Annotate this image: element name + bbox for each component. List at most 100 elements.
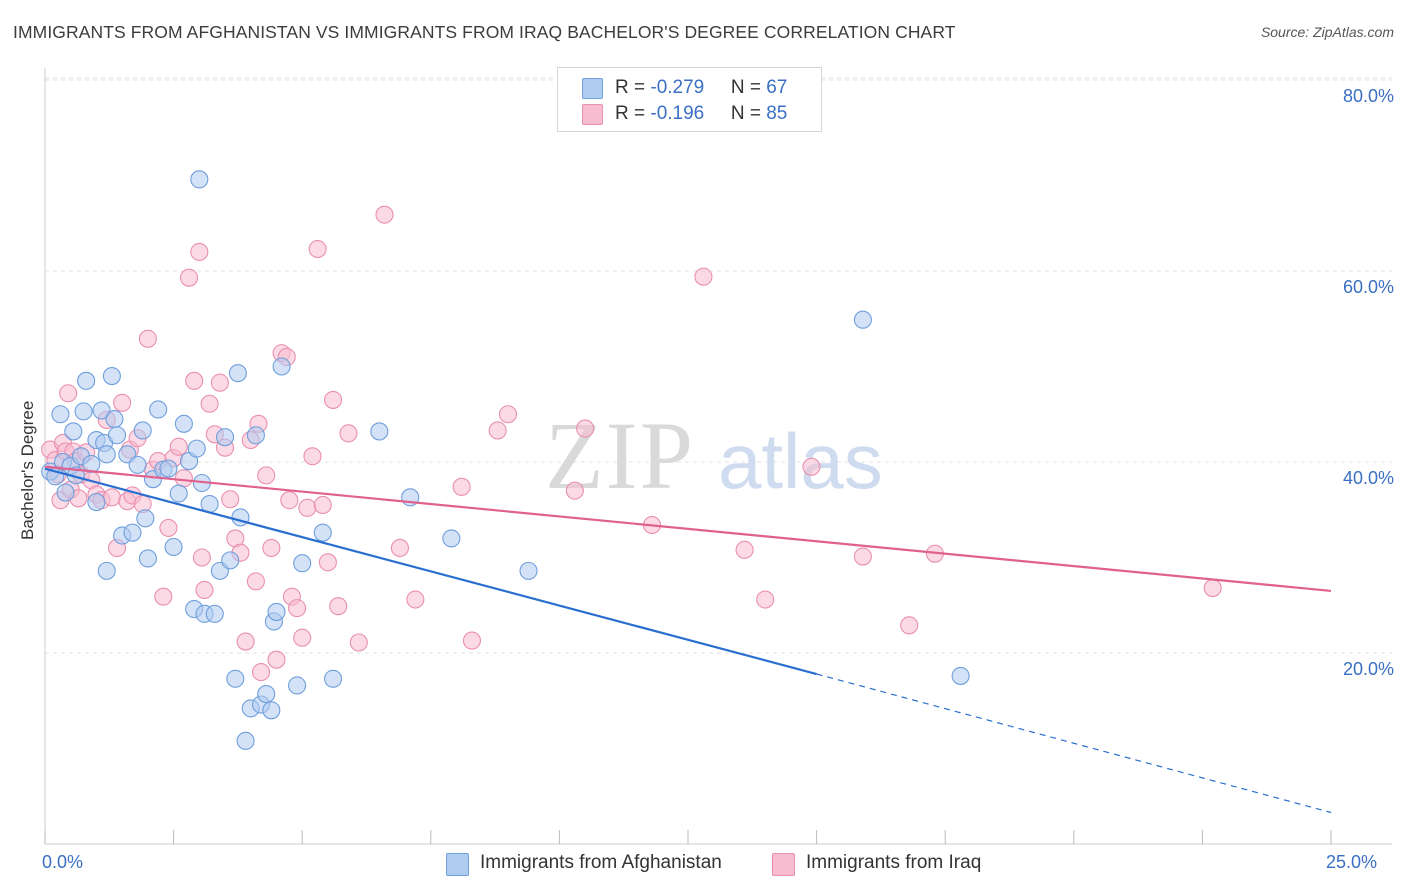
data-point-iraq xyxy=(280,491,299,510)
data-point-iraq xyxy=(293,628,312,647)
data-point-iraq xyxy=(267,650,286,669)
data-point-iraq xyxy=(159,518,178,537)
legend-text-iraq: R = -0.196 N = 85 xyxy=(615,103,787,125)
legend-r-label: R = xyxy=(615,77,651,98)
data-point-afghanistan xyxy=(370,422,389,441)
data-point-iraq xyxy=(853,547,872,566)
y-axis-title-wrap: Bachelor's Degree xyxy=(18,401,37,541)
data-point-iraq xyxy=(246,572,265,591)
data-point-afghanistan xyxy=(262,701,281,720)
data-point-afghanistan xyxy=(246,426,265,445)
data-point-iraq xyxy=(262,538,281,558)
data-point-afghanistan xyxy=(228,364,247,383)
data-point-iraq xyxy=(298,498,317,517)
data-point-afghanistan xyxy=(128,455,147,474)
data-point-afghanistan xyxy=(442,529,461,548)
data-point-afghanistan xyxy=(951,666,970,685)
data-point-iraq xyxy=(190,242,209,261)
data-point-afghanistan xyxy=(215,428,235,447)
data-point-iraq xyxy=(576,419,595,438)
data-point-afghanistan xyxy=(519,561,538,580)
data-point-iraq xyxy=(406,590,425,609)
chart-title: IMMIGRANTS FROM AFGHANISTAN VS IMMIGRANT… xyxy=(13,22,956,42)
x-tick-label-min: 0.0% xyxy=(42,852,84,872)
legend-text-afghanistan: R = -0.279 N = 67 xyxy=(615,77,787,99)
data-point-afghanistan xyxy=(74,402,93,421)
grid-lines xyxy=(45,77,1392,654)
data-point-iraq xyxy=(565,481,584,500)
data-point-afghanistan xyxy=(64,422,83,441)
data-point-iraq xyxy=(138,329,157,348)
data-point-afghanistan xyxy=(77,371,96,390)
data-point-afghanistan xyxy=(82,454,101,473)
legend-n-value-pink: 85 xyxy=(766,103,788,124)
legend-n-label: N = xyxy=(730,103,767,124)
data-point-iraq xyxy=(179,268,199,287)
trendline-iraq xyxy=(44,465,1332,593)
data-point-afghanistan xyxy=(190,170,209,189)
trendlines xyxy=(44,465,1332,814)
data-point-iraq xyxy=(221,490,240,509)
data-point-iraq xyxy=(195,580,214,600)
data-point-iraq xyxy=(102,488,121,507)
data-point-iraq xyxy=(257,466,276,485)
data-point-afghanistan xyxy=(107,426,127,445)
data-point-afghanistan xyxy=(138,549,157,568)
data-point-iraq xyxy=(802,457,821,476)
trendline-afghanistan-extension xyxy=(816,673,1332,814)
data-point-afghanistan xyxy=(159,459,178,478)
data-point-afghanistan xyxy=(205,604,224,623)
data-point-afghanistan xyxy=(288,676,307,695)
data-point-afghanistan xyxy=(174,414,193,433)
data-point-iraq xyxy=(210,373,229,392)
y-tick-label: 60.0% xyxy=(1342,277,1394,297)
data-point-iraq xyxy=(308,239,327,259)
data-point-iraq xyxy=(452,477,471,496)
data-point-iraq xyxy=(462,631,482,650)
data-point-iraq xyxy=(339,424,358,443)
data-point-iraq xyxy=(349,633,368,652)
data-point-iraq xyxy=(318,553,337,572)
bottom-legend-swatch-pink xyxy=(772,853,795,876)
data-point-afghanistan xyxy=(293,554,312,573)
bottom-legend-label-iraq: Immigrants from Iraq xyxy=(806,852,982,873)
source-note: Source: ZipAtlas.com xyxy=(1260,24,1394,40)
data-point-afghanistan xyxy=(313,523,332,542)
data-point-afghanistan xyxy=(136,509,155,528)
bottom-legend-swatch-blue xyxy=(446,853,469,876)
data-point-afghanistan xyxy=(102,366,121,386)
data-point-afghanistan xyxy=(133,421,152,440)
legend-n-value-blue: 67 xyxy=(766,77,788,98)
y-tick-label: 40.0% xyxy=(1342,468,1394,488)
series-afghanistan-points xyxy=(41,170,970,750)
legend-r-value-pink: -0.196 xyxy=(650,103,705,124)
x-tick-label-max: 25.0% xyxy=(1326,852,1378,872)
legend-r-value-blue: -0.279 xyxy=(650,77,705,98)
data-point-afghanistan xyxy=(56,483,75,502)
data-point-iraq xyxy=(756,590,775,609)
data-point-iraq xyxy=(313,495,332,515)
trendline-afghanistan xyxy=(44,467,817,676)
data-point-iraq xyxy=(154,587,173,606)
data-point-iraq xyxy=(390,538,409,558)
correlation-legend: R = -0.279 N = 67 R = -0.196 N = 85 xyxy=(557,67,822,132)
data-point-iraq xyxy=(735,540,754,559)
data-point-afghanistan xyxy=(324,669,343,688)
data-point-afghanistan xyxy=(92,401,111,420)
data-point-iraq xyxy=(185,371,204,390)
data-point-iraq xyxy=(900,616,919,635)
data-point-afghanistan xyxy=(853,310,872,329)
data-point-afghanistan xyxy=(267,602,286,621)
data-point-afghanistan xyxy=(51,405,70,424)
data-point-iraq xyxy=(488,421,507,440)
data-point-iraq xyxy=(303,447,322,466)
data-point-iraq xyxy=(169,437,188,456)
data-point-iraq xyxy=(324,390,343,409)
legend-swatch-blue xyxy=(582,78,603,99)
y-tick-label: 20.0% xyxy=(1342,659,1394,679)
data-point-iraq xyxy=(236,632,255,651)
watermark: ZIP atlas xyxy=(545,402,883,509)
data-point-afghanistan xyxy=(272,357,291,376)
data-point-afghanistan xyxy=(149,400,168,419)
